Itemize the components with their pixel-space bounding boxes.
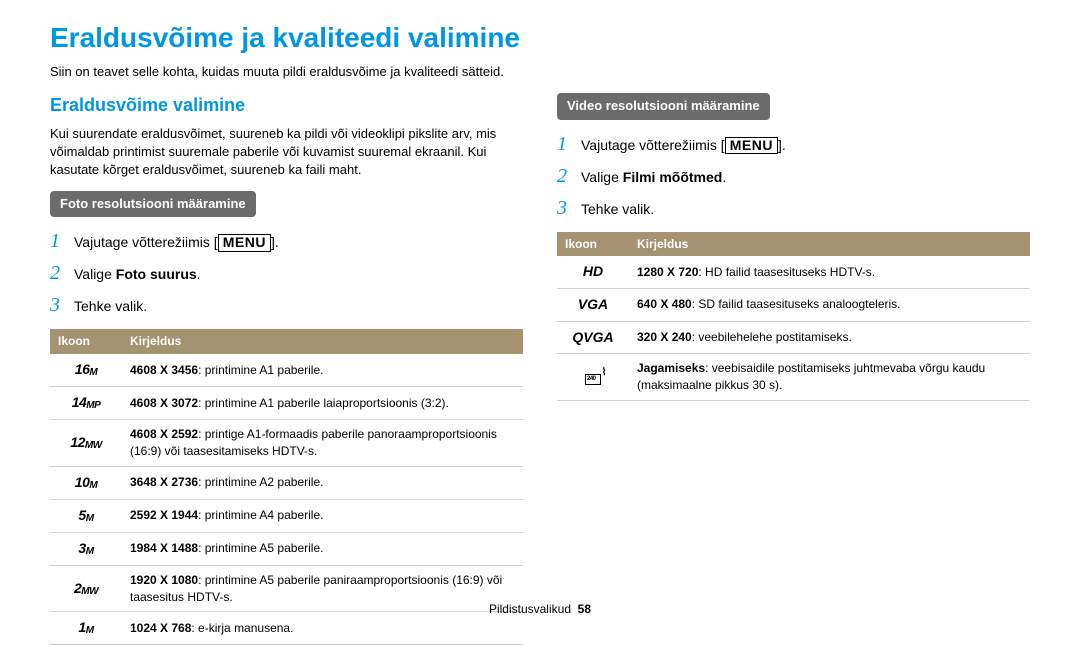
- resolution-size-icon: 5M: [50, 499, 122, 532]
- page-footer: Pildistusvalikud 58: [0, 601, 1080, 618]
- table-header-desc: Kirjeldus: [122, 329, 523, 354]
- left-step-2: 2 Valige Foto suurus.: [50, 259, 523, 287]
- table-row: 3M1984 X 1488: printimine A5 paberile.: [50, 532, 523, 565]
- table-row: 16M4608 X 3456: printimine A1 paberile.: [50, 354, 523, 387]
- video-resolution-table: Ikoon Kirjeldus HD1280 X 720: HD failid …: [557, 232, 1030, 401]
- left-column: Eraldusvõime valimine Kui suurendate era…: [50, 93, 523, 645]
- table-header-icon: Ikoon: [50, 329, 122, 354]
- share-icon: 240⌇: [582, 368, 604, 386]
- video-desc: 320 X 240: veebilehelehe postitamiseks.: [629, 321, 1030, 354]
- video-desc: 1280 X 720: HD failid taasesituseks HDTV…: [629, 256, 1030, 288]
- video-desc: Jagamiseks: veebisaidile postitamiseks j…: [629, 354, 1030, 401]
- resolution-desc: 4608 X 2592: printige A1-formaadis paber…: [122, 420, 523, 467]
- video-format-icon: 240⌇: [557, 354, 629, 401]
- page-subtitle: Siin on teavet selle kohta, kuidas muuta…: [50, 63, 1030, 81]
- right-step-1: 1 Vajutage võtterežiimis [MENU].: [557, 130, 1030, 158]
- step-number: 2: [557, 162, 581, 190]
- table-row: 12MW4608 X 2592: printige A1-formaadis p…: [50, 420, 523, 467]
- right-column: Video resolutsiooni määramine 1 Vajutage…: [557, 93, 1030, 645]
- table-row: 5M2592 X 1944: printimine A4 paberile.: [50, 499, 523, 532]
- left-heading: Eraldusvõime valimine: [50, 93, 523, 118]
- step-text: Vajutage võtterežiimis [MENU].: [74, 233, 279, 253]
- step-text: Valige Filmi mõõtmed.: [581, 168, 726, 188]
- step-text: Valige Foto suurus.: [74, 265, 201, 285]
- table-row: 14MP4608 X 3072: printimine A1 paberile …: [50, 387, 523, 420]
- step-text: Vajutage võtterežiimis [MENU].: [581, 136, 786, 156]
- step-number: 1: [50, 227, 74, 255]
- resolution-desc: 4608 X 3072: printimine A1 paberile laia…: [122, 387, 523, 420]
- video-format-icon: VGA: [557, 288, 629, 321]
- right-steps: 1 Vajutage võtterežiimis [MENU]. 2 Valig…: [557, 130, 1030, 222]
- left-step-3: 3 Tehke valik.: [50, 291, 523, 319]
- table-row: VGA640 X 480: SD failid taasesituseks an…: [557, 288, 1030, 321]
- step-number: 3: [557, 194, 581, 222]
- left-intro: Kui suurendate eraldusvõimet, suureneb k…: [50, 125, 523, 180]
- resolution-size-icon: 12MW: [50, 420, 122, 467]
- step-number: 3: [50, 291, 74, 319]
- photo-res-pill: Foto resolutsiooni määramine: [50, 191, 256, 217]
- resolution-size-icon: 14MP: [50, 387, 122, 420]
- video-res-pill: Video resolutsiooni määramine: [557, 93, 770, 119]
- step-number: 2: [50, 259, 74, 287]
- step-number: 1: [557, 130, 581, 158]
- step-text: Tehke valik.: [581, 200, 654, 220]
- content-columns: Eraldusvõime valimine Kui suurendate era…: [50, 93, 1030, 645]
- table-header-desc: Kirjeldus: [629, 232, 1030, 257]
- table-row: HD1280 X 720: HD failid taasesituseks HD…: [557, 256, 1030, 288]
- resolution-size-icon: 16M: [50, 354, 122, 387]
- step-text: Tehke valik.: [74, 297, 147, 317]
- left-steps: 1 Vajutage võtterežiimis [MENU]. 2 Valig…: [50, 227, 523, 319]
- table-row: QVGA320 X 240: veebilehelehe postitamise…: [557, 321, 1030, 354]
- resolution-desc: 1984 X 1488: printimine A5 paberile.: [122, 532, 523, 565]
- right-step-3: 3 Tehke valik.: [557, 194, 1030, 222]
- resolution-desc: 3648 X 2736: printimine A2 paberile.: [122, 466, 523, 499]
- page-title: Eraldusvõime ja kvaliteedi valimine: [50, 18, 1030, 57]
- resolution-size-icon: 10M: [50, 466, 122, 499]
- resolution-desc: 2592 X 1944: printimine A4 paberile.: [122, 499, 523, 532]
- table-row: 10M3648 X 2736: printimine A2 paberile.: [50, 466, 523, 499]
- table-row: 240⌇ Jagamiseks: veebisaidile postitamise…: [557, 354, 1030, 401]
- video-desc: 640 X 480: SD failid taasesituseks analo…: [629, 288, 1030, 321]
- left-step-1: 1 Vajutage võtterežiimis [MENU].: [50, 227, 523, 255]
- menu-icon: MENU: [725, 137, 778, 154]
- video-format-icon: QVGA: [557, 321, 629, 354]
- table-header-icon: Ikoon: [557, 232, 629, 257]
- video-format-icon: HD: [557, 256, 629, 288]
- right-step-2: 2 Valige Filmi mõõtmed.: [557, 162, 1030, 190]
- resolution-desc: 4608 X 3456: printimine A1 paberile.: [122, 354, 523, 387]
- resolution-size-icon: 3M: [50, 532, 122, 565]
- photo-resolution-table: Ikoon Kirjeldus 16M4608 X 3456: printimi…: [50, 329, 523, 645]
- menu-icon: MENU: [218, 234, 271, 251]
